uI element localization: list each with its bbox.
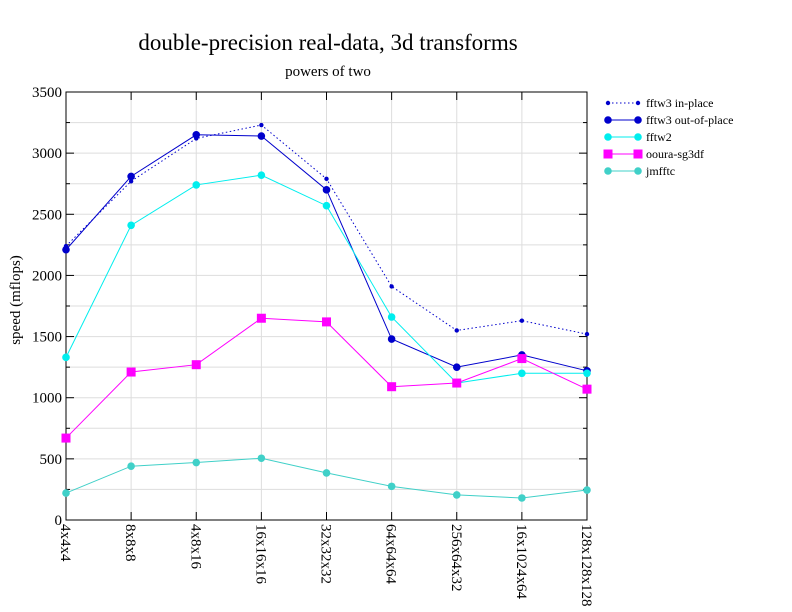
legend-label: fftw2	[646, 130, 672, 144]
y-tick-label: 3000	[32, 146, 62, 162]
data-point	[518, 494, 526, 502]
data-point	[127, 221, 135, 230]
legend-marker	[603, 149, 613, 159]
legend-marker	[605, 100, 611, 106]
x-tick-label: 4x4x4	[57, 524, 73, 562]
data-point	[62, 489, 70, 497]
legend-label: fftw3 out-of-place	[646, 113, 733, 127]
data-point	[387, 482, 396, 491]
y-tick-label: 3500	[32, 85, 62, 101]
chart-title: double-precision real-data, 3d transform…	[138, 30, 517, 55]
legend-marker	[634, 133, 642, 141]
x-tick-label: 128x128x128	[578, 524, 594, 607]
data-point	[192, 458, 201, 467]
legend-item: fftw3 in-place	[605, 96, 713, 110]
legend-marker	[604, 116, 612, 124]
data-point	[584, 331, 590, 337]
legend-marker	[635, 100, 641, 106]
grid	[65, 91, 588, 521]
legend-item: ooura-sg3df	[603, 147, 704, 161]
data-point	[127, 462, 135, 470]
data-point	[387, 335, 396, 343]
y-tick-label: 1500	[32, 330, 62, 346]
data-point	[192, 131, 201, 139]
data-point	[257, 454, 266, 463]
y-axis-label: speed (mflops)	[8, 255, 24, 345]
series	[61, 313, 592, 443]
x-tick-label: 64x64x64	[383, 524, 399, 585]
y-axis: 0 500 1000 1500 2000 2500 3000 3500	[32, 85, 587, 529]
data-point	[389, 284, 394, 289]
x-tick-label: 16x1024x64	[513, 524, 529, 600]
data-point	[192, 181, 201, 189]
x-axis: 4x4x4 8x8x8 4x8x16 16x16x16 32x32x32 64x64x64…	[57, 92, 594, 607]
y-tick-label: 2500	[32, 207, 62, 223]
legend-label: ooura-sg3df	[646, 147, 704, 161]
y-tick-label: 2000	[32, 268, 62, 284]
series	[62, 171, 591, 387]
x-tick-label: 4x8x16	[187, 524, 203, 570]
data-point	[583, 369, 591, 378]
x-tick-label: 32x32x32	[318, 524, 334, 584]
data-point	[257, 132, 266, 140]
data-point	[256, 313, 266, 323]
legend-item: fftw3 out-of-place	[604, 113, 733, 127]
data-point	[259, 122, 264, 128]
legend-label: jmfftc	[645, 164, 675, 178]
legend-marker	[604, 167, 612, 175]
legend-marker	[634, 167, 642, 175]
legend-item: jmfftc	[604, 164, 675, 178]
x-tick-label: 256x64x32	[448, 524, 464, 592]
data-point	[454, 328, 459, 333]
data-point	[387, 382, 397, 392]
data-point	[62, 245, 70, 254]
data-point	[324, 176, 329, 182]
data-point	[191, 360, 201, 370]
legend-marker	[604, 133, 612, 141]
data-point	[61, 433, 71, 443]
data-point	[257, 171, 266, 179]
data-point	[322, 469, 331, 477]
data-point	[518, 369, 526, 378]
data-point	[452, 378, 462, 388]
legend-marker	[633, 149, 643, 159]
y-tick-label: 500	[40, 452, 63, 468]
legend-item: fftw2	[604, 130, 672, 144]
data-point	[517, 354, 527, 364]
data-point	[322, 186, 331, 194]
data-point	[583, 486, 591, 494]
data-point	[387, 313, 396, 321]
x-tick-label: 16x16x16	[252, 524, 268, 585]
data-point	[128, 179, 134, 184]
legend: fftw3 in-place fftw3 out-of-place fftw2 oou…	[603, 96, 733, 178]
data-point	[127, 172, 135, 181]
series-layer	[61, 122, 592, 502]
data-point	[582, 384, 592, 394]
series	[62, 454, 591, 502]
data-point	[62, 353, 70, 362]
data-point	[126, 367, 136, 377]
x-tick-label: 8x8x8	[122, 524, 138, 562]
data-point	[519, 318, 525, 323]
data-point	[322, 317, 331, 327]
y-tick-label: 0	[55, 513, 63, 529]
data-point	[452, 491, 461, 499]
data-point	[322, 201, 331, 210]
y-tick-label: 1000	[32, 391, 62, 407]
legend-marker	[634, 116, 642, 124]
legend-label: fftw3 in-place	[646, 96, 713, 110]
chart-subtitle: powers of two	[285, 64, 371, 80]
data-point	[452, 363, 461, 371]
